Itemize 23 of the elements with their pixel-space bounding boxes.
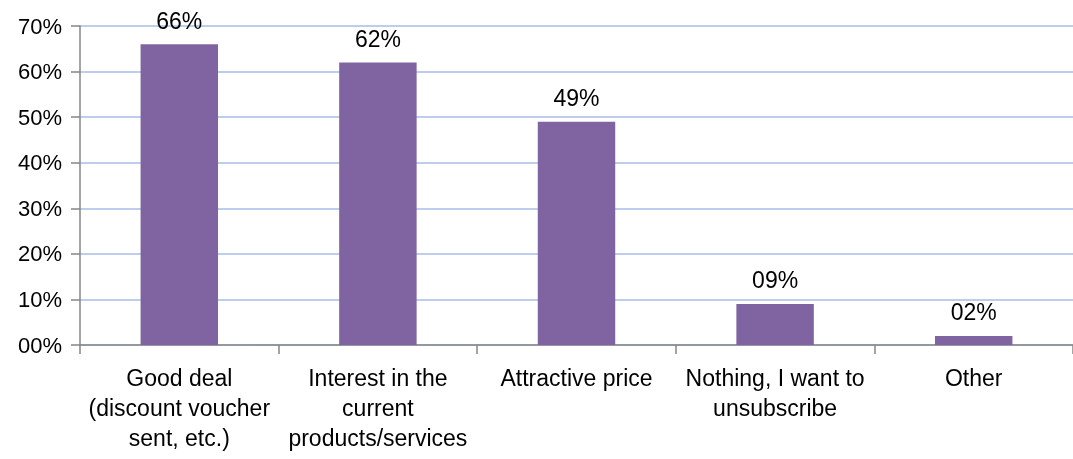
data-label: 09% [752,267,799,294]
data-label: 62% [354,25,401,52]
y-tick-label: 20% [17,241,62,267]
bar [140,44,219,345]
y-tick-label: 10% [17,286,62,312]
x-tick-label: Other [944,365,1003,391]
x-tick-label: Attractive price [500,365,653,391]
bar [736,303,814,345]
x-tick-label: Good deal (discount voucher sent, etc.) [88,365,271,451]
y-tick-label: 40% [17,150,62,176]
bar [934,335,1013,345]
y-tick-label: 50% [17,104,62,130]
y-tick-label: 00% [17,332,62,358]
data-label: 49% [553,85,600,112]
y-tick-label: 70% [17,13,62,39]
x-tick-label: Interest in the current products/services [288,365,468,451]
data-label: 66% [156,7,203,34]
y-tick-label: 30% [17,195,62,221]
data-label: 02% [950,299,997,326]
y-tick-label: 60% [17,59,62,85]
x-tick-label: Nothing, I want to unsubscribe [685,365,865,421]
bar [339,62,417,345]
bar [537,121,616,345]
